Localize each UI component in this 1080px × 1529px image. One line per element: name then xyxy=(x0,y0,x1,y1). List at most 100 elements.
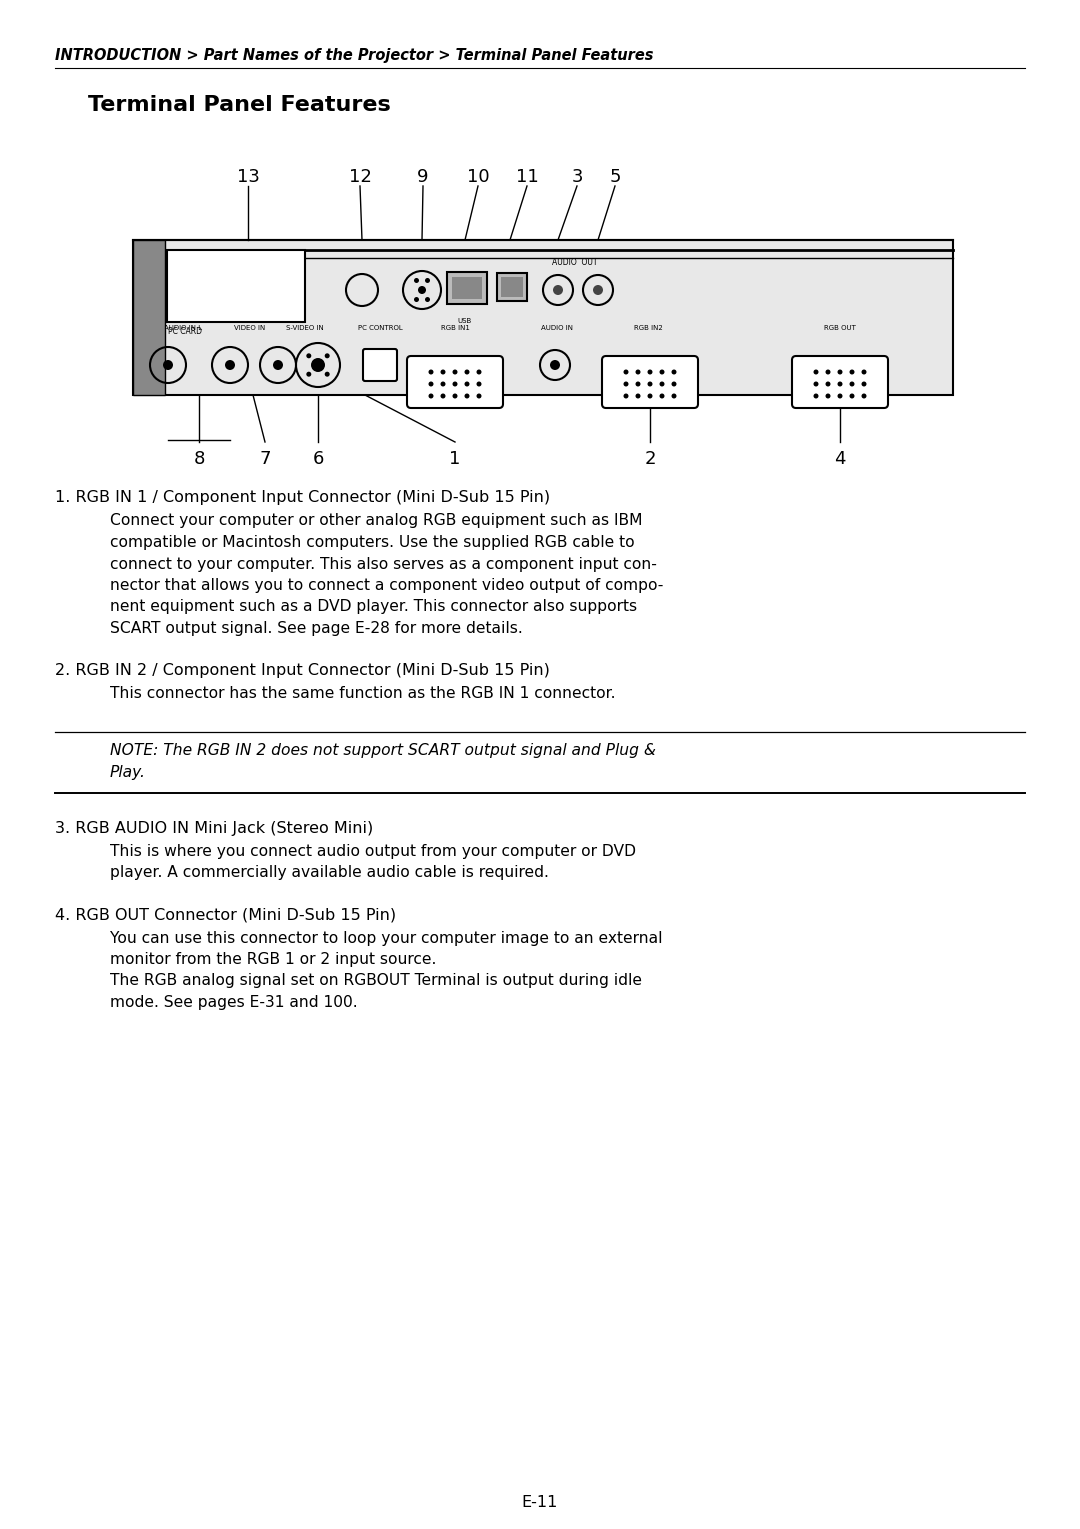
Bar xyxy=(497,274,527,301)
Text: 7: 7 xyxy=(259,450,271,468)
Text: nector that allows you to connect a component video output of compo-: nector that allows you to connect a comp… xyxy=(110,578,663,593)
Text: Connect your computer or other analog RGB equipment such as IBM: Connect your computer or other analog RG… xyxy=(110,514,643,529)
Text: E-11: E-11 xyxy=(522,1495,558,1511)
Circle shape xyxy=(623,370,629,375)
Circle shape xyxy=(553,284,563,295)
Circle shape xyxy=(825,370,831,375)
Text: 5: 5 xyxy=(609,168,621,187)
Circle shape xyxy=(850,370,854,375)
Text: USB: USB xyxy=(458,318,472,324)
Text: 12: 12 xyxy=(349,168,372,187)
Circle shape xyxy=(837,370,842,375)
FancyBboxPatch shape xyxy=(602,356,698,408)
Circle shape xyxy=(648,370,652,375)
Circle shape xyxy=(307,353,311,358)
Circle shape xyxy=(648,382,652,387)
Text: AUDIO IN: AUDIO IN xyxy=(541,326,573,330)
Circle shape xyxy=(429,393,433,399)
Text: AUDIO  OUT: AUDIO OUT xyxy=(552,258,597,268)
Circle shape xyxy=(441,370,446,375)
Text: SCART output signal. See page E-28 for more details.: SCART output signal. See page E-28 for m… xyxy=(110,621,523,636)
FancyBboxPatch shape xyxy=(407,356,503,408)
Text: 4: 4 xyxy=(834,450,846,468)
Text: monitor from the RGB 1 or 2 input source.: monitor from the RGB 1 or 2 input source… xyxy=(110,953,436,966)
Text: Terminal Panel Features: Terminal Panel Features xyxy=(87,95,391,115)
Circle shape xyxy=(825,393,831,399)
Bar xyxy=(167,251,305,323)
Circle shape xyxy=(453,370,458,375)
Circle shape xyxy=(453,382,458,387)
Circle shape xyxy=(225,359,235,370)
Text: NOTE: The RGB IN 2 does not support SCART output signal and Plug &: NOTE: The RGB IN 2 does not support SCAR… xyxy=(110,743,656,758)
Bar xyxy=(447,272,487,304)
Circle shape xyxy=(813,382,819,387)
Text: 4. RGB OUT Connector (Mini D-Sub 15 Pin): 4. RGB OUT Connector (Mini D-Sub 15 Pin) xyxy=(55,907,396,922)
Text: 3: 3 xyxy=(571,168,583,187)
Bar xyxy=(133,240,165,394)
Circle shape xyxy=(813,370,819,375)
Text: 1. RGB IN 1 / Component Input Connector (Mini D-Sub 15 Pin): 1. RGB IN 1 / Component Input Connector … xyxy=(55,489,550,505)
Text: 2: 2 xyxy=(645,450,656,468)
FancyBboxPatch shape xyxy=(363,349,397,381)
Circle shape xyxy=(476,370,482,375)
Circle shape xyxy=(672,382,676,387)
Text: RGB IN1: RGB IN1 xyxy=(441,326,470,330)
Text: You can use this connector to loop your computer image to an external: You can use this connector to loop your … xyxy=(110,931,662,945)
Text: 1: 1 xyxy=(449,450,461,468)
Text: 10: 10 xyxy=(467,168,489,187)
Circle shape xyxy=(453,393,458,399)
Circle shape xyxy=(464,370,470,375)
Circle shape xyxy=(862,393,866,399)
Circle shape xyxy=(862,370,866,375)
Circle shape xyxy=(163,359,173,370)
Circle shape xyxy=(441,382,446,387)
Text: VIDEO IN: VIDEO IN xyxy=(234,326,266,330)
Text: compatible or Macintosh computers. Use the supplied RGB cable to: compatible or Macintosh computers. Use t… xyxy=(110,535,635,550)
Circle shape xyxy=(623,382,629,387)
Circle shape xyxy=(426,278,430,283)
Circle shape xyxy=(862,382,866,387)
Circle shape xyxy=(464,382,470,387)
Text: The RGB analog signal set on RGBOUT Terminal is output during idle: The RGB analog signal set on RGBOUT Term… xyxy=(110,974,642,989)
Text: 3. RGB AUDIO IN Mini Jack (Stereo Mini): 3. RGB AUDIO IN Mini Jack (Stereo Mini) xyxy=(55,821,374,835)
Circle shape xyxy=(635,393,640,399)
Circle shape xyxy=(476,393,482,399)
Bar xyxy=(501,277,523,297)
Circle shape xyxy=(325,353,329,358)
Circle shape xyxy=(273,359,283,370)
Circle shape xyxy=(325,372,329,376)
Circle shape xyxy=(635,382,640,387)
Text: 9: 9 xyxy=(417,168,429,187)
Circle shape xyxy=(672,393,676,399)
Text: This is where you connect audio output from your computer or DVD: This is where you connect audio output f… xyxy=(110,844,636,859)
Circle shape xyxy=(672,370,676,375)
Text: RGB OUT: RGB OUT xyxy=(824,326,856,330)
Circle shape xyxy=(825,382,831,387)
Text: R AUDIO IN L: R AUDIO IN L xyxy=(158,326,203,330)
Circle shape xyxy=(476,382,482,387)
Text: mode. See pages E-31 and 100.: mode. See pages E-31 and 100. xyxy=(110,995,357,1011)
Circle shape xyxy=(623,393,629,399)
Circle shape xyxy=(311,358,325,372)
Text: 2. RGB IN 2 / Component Input Connector (Mini D-Sub 15 Pin): 2. RGB IN 2 / Component Input Connector … xyxy=(55,662,550,677)
Circle shape xyxy=(414,297,419,303)
Circle shape xyxy=(414,278,419,283)
Bar xyxy=(133,240,953,394)
Circle shape xyxy=(593,284,603,295)
Text: PC CARD: PC CARD xyxy=(168,327,202,336)
Text: 6: 6 xyxy=(312,450,324,468)
Text: 8: 8 xyxy=(193,450,205,468)
Circle shape xyxy=(850,393,854,399)
FancyBboxPatch shape xyxy=(792,356,888,408)
Circle shape xyxy=(464,393,470,399)
Circle shape xyxy=(441,393,446,399)
Circle shape xyxy=(660,393,664,399)
Circle shape xyxy=(550,359,561,370)
Circle shape xyxy=(307,372,311,376)
Circle shape xyxy=(429,382,433,387)
Text: INTRODUCTION > Part Names of the Projector > Terminal Panel Features: INTRODUCTION > Part Names of the Project… xyxy=(55,47,653,63)
Circle shape xyxy=(837,393,842,399)
Bar xyxy=(453,277,482,300)
Circle shape xyxy=(648,393,652,399)
Circle shape xyxy=(837,382,842,387)
